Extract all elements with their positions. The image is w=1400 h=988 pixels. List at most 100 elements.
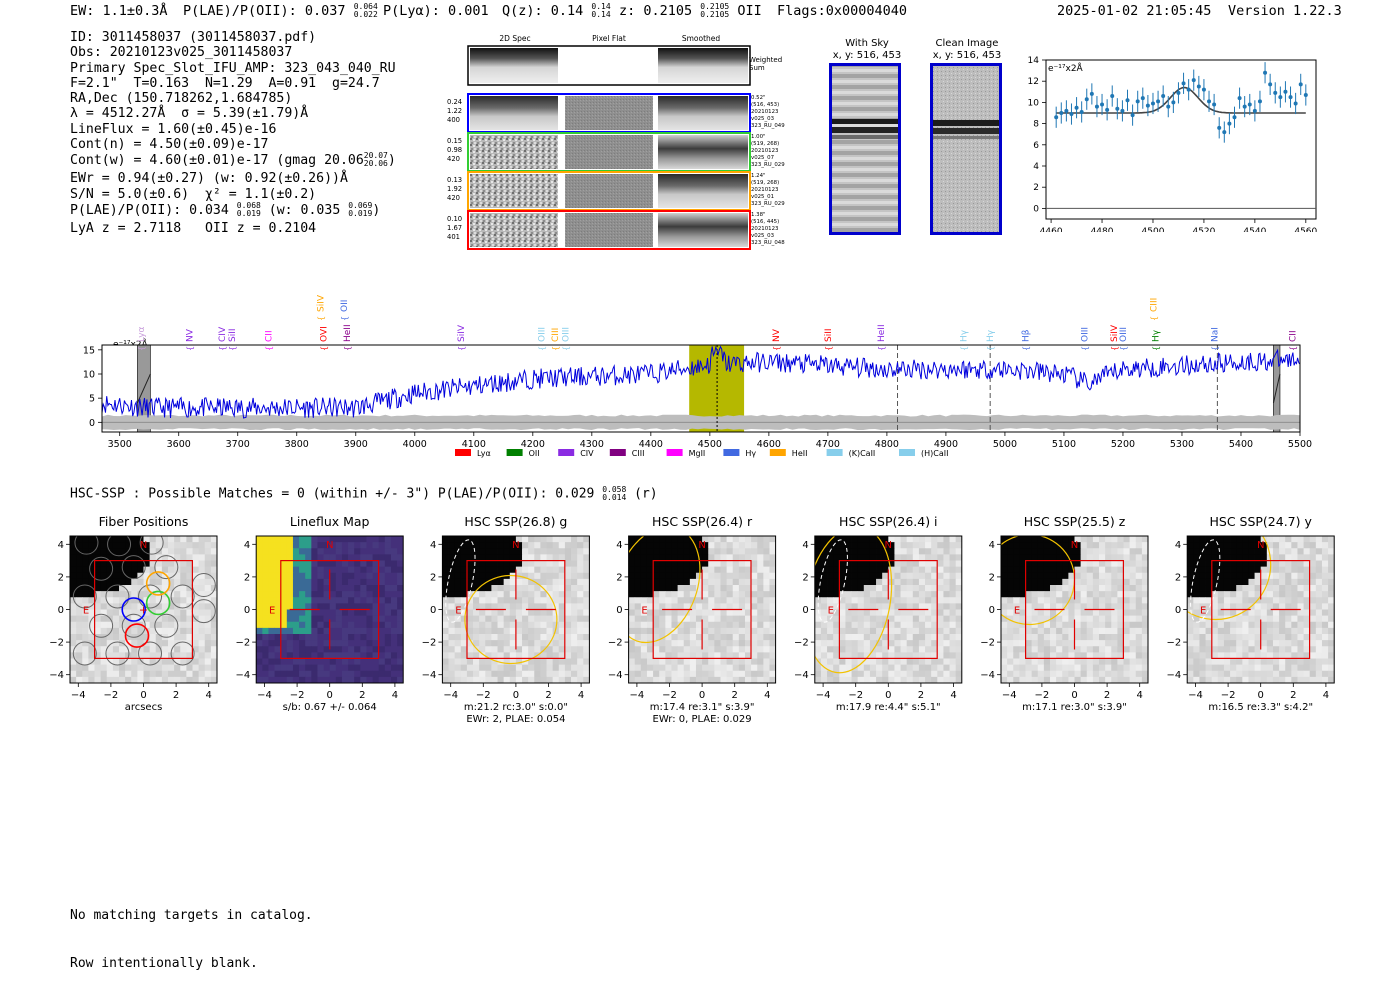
header-z: z: 0.2105 0.2105 0.2105 OII bbox=[619, 3, 762, 20]
weighted-sum-2dspec bbox=[470, 48, 558, 83]
cutout-row-right-label: 1.00" bbox=[751, 134, 765, 140]
spectrum-ytick-label: 10 bbox=[83, 370, 95, 381]
search-box bbox=[280, 559, 380, 660]
zoom-data-point bbox=[1217, 125, 1222, 130]
spectrum-line-label: OIII bbox=[1081, 327, 1091, 342]
stamp-xtick-label: −2 bbox=[848, 690, 863, 701]
cutout-row-right-label: 20210123 bbox=[751, 148, 778, 154]
fiber-circle-highlighted bbox=[145, 571, 171, 596]
stamp-xlabel: m:17.9 re:4.4" s:5.1" bbox=[836, 702, 941, 713]
cutout-row-right-label: (519, 268) bbox=[751, 180, 779, 186]
spectrum-xtick-label: 5500 bbox=[1288, 439, 1312, 450]
header-qz-value: Q(z): 0.14 bbox=[502, 3, 584, 19]
zoom-data-point bbox=[1201, 87, 1206, 92]
spectrum-line-label: SiII bbox=[824, 328, 834, 342]
info-sn: S/N = 5.0(±0.6) χ² = 1.1(±0.2) bbox=[70, 186, 317, 202]
cutout-2dspec bbox=[470, 96, 558, 130]
spectrum-line-bracket: { bbox=[319, 346, 328, 351]
spectrum-line-bracket: { bbox=[343, 346, 352, 351]
zoom-data-point bbox=[1293, 101, 1298, 106]
spectrum-line-label: HeII bbox=[343, 324, 353, 342]
zoom-data-point bbox=[1257, 99, 1262, 104]
fiber-circle bbox=[154, 555, 179, 580]
stamp-xtick-label: −2 bbox=[1035, 690, 1050, 701]
spectrum-legend-label: Lyα bbox=[477, 449, 491, 458]
zoom-data-point bbox=[1105, 107, 1110, 112]
footer-line-2: Row intentionally blank. bbox=[70, 956, 258, 971]
spectrum-line-label: CIV bbox=[218, 326, 228, 342]
east-label: E bbox=[1014, 606, 1020, 617]
spectrum-line-label: Hγ bbox=[1151, 329, 1161, 342]
spectrum-flux-line bbox=[101, 345, 1301, 419]
spectrum-line-bracket: { bbox=[1110, 346, 1119, 351]
stamp-xtick-label: 4 bbox=[764, 690, 770, 701]
fiber-circle bbox=[121, 555, 146, 580]
cutout-smoothed bbox=[658, 135, 748, 169]
zoom-xtick-label: 4460 bbox=[1040, 227, 1063, 232]
fiber-circle bbox=[74, 536, 99, 555]
stamp-ytick-label: 2 bbox=[616, 572, 622, 583]
spectrum-xtick-label: 4400 bbox=[639, 439, 663, 450]
stamp-ytick-label: 0 bbox=[58, 605, 64, 616]
zoom-data-point bbox=[1242, 104, 1247, 109]
stamp-xtick-label: −2 bbox=[662, 690, 677, 701]
zoom-data-point bbox=[1054, 115, 1059, 120]
stamp-xtick-label: 2 bbox=[1290, 690, 1296, 701]
info-plae-lo: 0.019 bbox=[236, 208, 261, 218]
stamp-ytick-label: 2 bbox=[244, 572, 250, 583]
stamp-xlabel: m:21.2 rc:3.0" s:0.0" bbox=[464, 702, 568, 713]
cutout-row-right-label: v025_03 bbox=[751, 116, 774, 122]
stamp-ytick-label: 0 bbox=[244, 605, 250, 616]
stamp-xtick-label: −2 bbox=[476, 690, 491, 701]
header-z-line: OII bbox=[737, 3, 762, 19]
stamp-xtick-label: 0 bbox=[699, 690, 705, 701]
zoom-data-point bbox=[1268, 82, 1273, 87]
zoom-fit-layer: 4460 4480 4500 4520 4540 4560 0 2 4 6 8 10 12 14 bbox=[1028, 56, 1318, 232]
zoom-data-point bbox=[1140, 96, 1145, 101]
east-label: E bbox=[269, 606, 275, 617]
stamp-title: Fiber Positions bbox=[99, 514, 189, 529]
cutout-row-left-label: 1.22 bbox=[447, 107, 462, 115]
fiber-circle bbox=[72, 584, 97, 609]
search-box bbox=[1024, 559, 1124, 660]
spectrum-line-bracket: { bbox=[772, 346, 781, 351]
stamp-xtick-label: 0 bbox=[327, 690, 333, 701]
stamp-sublabel: EWr: 0, PLAE: 0.029 bbox=[653, 714, 752, 725]
zoom-ytick-label: 4 bbox=[1033, 162, 1039, 172]
stamp-xtick-label: 4 bbox=[950, 690, 956, 701]
spectrum-line-label: OIII bbox=[1119, 327, 1129, 342]
clean-image bbox=[930, 63, 1002, 235]
cutout-2dspec bbox=[470, 213, 558, 247]
zoom-data-point bbox=[1283, 89, 1288, 94]
spectrum-xtick-label: 4200 bbox=[521, 439, 545, 450]
hsc-headline-lo: 0.014 bbox=[602, 493, 627, 502]
stamp-xlabel: m:17.1 re:3.0" s:3.9" bbox=[1022, 702, 1127, 713]
spectrum-legend-label: CIV bbox=[580, 449, 594, 458]
aperture-ellipse bbox=[464, 574, 558, 665]
stamp-ytick-label: −4 bbox=[1166, 670, 1181, 681]
zoom-data-point bbox=[1278, 95, 1283, 100]
stamp-title: HSC SSP(26.4) r bbox=[652, 514, 753, 529]
info-obs: Obs: 20210123v025_3011458037 bbox=[70, 45, 293, 61]
spectrum-legend-swatch bbox=[723, 449, 740, 456]
catalog-ellipse bbox=[445, 539, 476, 623]
search-box bbox=[652, 559, 752, 660]
stamp-ytick-label: −4 bbox=[794, 670, 809, 681]
fiber-circle bbox=[107, 536, 132, 557]
zoom-data-point bbox=[1288, 95, 1293, 100]
spectrum-xtick-label: 4300 bbox=[580, 439, 604, 450]
spectrum-line-label: Hγ bbox=[986, 329, 996, 342]
cutout-col-title-2dspec: 2D Spec bbox=[499, 34, 530, 43]
zoom-data-point bbox=[1135, 99, 1140, 104]
cutout-panel: 2D Spec Pixel Flat Smoothed Weighted Sum … bbox=[447, 34, 785, 250]
spectrum-layer: 3500 3600 3700 3800 3900 4000 4100 4200 4300 4400… bbox=[83, 294, 1312, 458]
cutout-2dspec bbox=[470, 135, 558, 169]
stamp-title: HSC SSP(24.7) y bbox=[1209, 514, 1312, 529]
stamp-image: + N E bbox=[70, 536, 217, 683]
spectrum-line-label: Lyα bbox=[137, 326, 147, 342]
